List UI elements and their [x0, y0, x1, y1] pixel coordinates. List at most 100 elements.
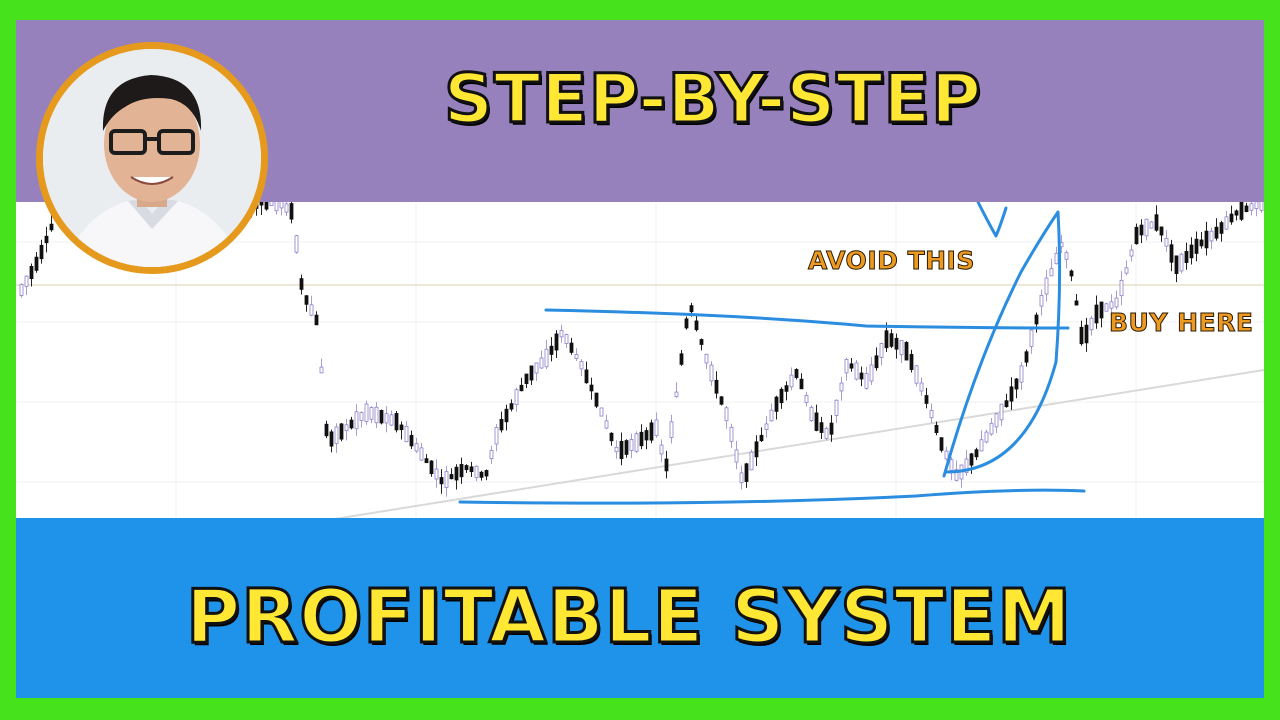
candle-body — [949, 459, 954, 471]
candle-body — [369, 407, 374, 420]
candle-body — [19, 284, 24, 296]
candle-body — [529, 365, 534, 381]
candle-body — [474, 465, 479, 479]
candle-body — [934, 424, 939, 434]
candle-body — [719, 396, 724, 405]
candle-body — [569, 342, 574, 353]
candle-body — [384, 413, 389, 424]
candle-body — [944, 450, 949, 460]
candle-body — [454, 466, 459, 481]
candle-body — [909, 354, 914, 370]
candle-body — [1039, 295, 1044, 307]
candle-body — [664, 458, 669, 472]
candle-body — [654, 419, 659, 436]
candle-body — [559, 330, 564, 338]
candle-body — [1134, 226, 1139, 245]
candle-body — [879, 343, 884, 358]
candle-body — [324, 423, 329, 437]
candle-body — [494, 427, 499, 445]
candle-body — [874, 355, 879, 369]
candle-body — [704, 353, 709, 364]
candle-body — [1229, 213, 1234, 223]
candle-body — [1084, 324, 1089, 344]
candle-body — [1014, 378, 1019, 390]
candle-body — [594, 392, 599, 407]
avoid-this-label: AVOID THIS — [808, 246, 975, 276]
candlesticks — [19, 202, 1264, 497]
candle-body — [289, 203, 294, 220]
candle-body — [354, 411, 359, 430]
candle-body — [374, 406, 379, 424]
candle-body — [539, 357, 544, 369]
candle-body — [389, 414, 394, 426]
candle-body — [49, 223, 54, 231]
presenter-avatar — [36, 42, 268, 274]
candle-body — [634, 433, 639, 452]
candle-body — [999, 403, 1004, 421]
candle-body — [624, 440, 629, 455]
candle-body — [679, 353, 684, 365]
candle-body — [769, 409, 774, 422]
candle-body — [314, 314, 319, 326]
candle-body — [764, 423, 769, 430]
candle-body — [519, 384, 524, 392]
candle-body — [579, 361, 584, 370]
presenter-portrait-icon — [43, 49, 261, 267]
candle-body — [1089, 317, 1094, 331]
candle-body — [394, 413, 399, 431]
candle-body — [884, 330, 889, 349]
candle-body — [1259, 202, 1264, 211]
candle-body — [564, 334, 569, 344]
candle-body — [379, 409, 384, 424]
candle-body — [1204, 230, 1209, 249]
candle-body — [809, 406, 814, 422]
candle-body — [1114, 297, 1119, 308]
candle-body — [724, 407, 729, 422]
candle-body — [734, 449, 739, 463]
candle-body — [439, 477, 444, 485]
candle-body — [344, 424, 349, 432]
candle-body — [919, 382, 924, 392]
candle-body — [914, 365, 919, 384]
candle-body — [549, 345, 554, 355]
candle-body — [894, 337, 899, 350]
candle-body — [479, 471, 484, 478]
candle-body — [789, 374, 794, 388]
candle-body — [814, 412, 819, 431]
candle-body — [1154, 214, 1159, 231]
candle-body — [469, 466, 474, 473]
candle-body — [414, 443, 419, 452]
candle-body — [259, 202, 264, 206]
candle-body — [1034, 314, 1039, 325]
bottom-title: PROFITABLE SYSTEM — [185, 573, 1073, 662]
candle-body — [629, 439, 634, 451]
candle-body — [1249, 203, 1254, 211]
candle-body — [274, 202, 279, 212]
candle-body — [869, 364, 874, 382]
candle-body — [1244, 205, 1249, 213]
candle-body — [404, 425, 409, 443]
candle-body — [589, 384, 594, 392]
candle-body — [699, 339, 704, 345]
candle-body — [819, 422, 824, 433]
candle-body — [964, 458, 969, 473]
candle-body — [1239, 202, 1244, 220]
candle-body — [269, 202, 274, 207]
candle-body — [1104, 303, 1109, 312]
candle-body — [1029, 329, 1034, 347]
candle-body — [924, 395, 929, 404]
candle-body — [429, 460, 434, 475]
candle-body — [499, 419, 504, 431]
candle-body — [889, 333, 894, 347]
candle-body — [1004, 400, 1009, 408]
candlestick-chart-graphic — [16, 202, 1264, 518]
candle-body — [759, 434, 764, 442]
candle-body — [799, 378, 804, 390]
candle-body — [1069, 270, 1074, 277]
candle-body — [1124, 267, 1129, 274]
buy-here-label: BUY HERE — [1109, 308, 1254, 338]
candle-body — [739, 472, 744, 483]
candle-body — [1164, 237, 1169, 247]
candle-body — [744, 463, 749, 482]
candle-body — [784, 385, 789, 392]
